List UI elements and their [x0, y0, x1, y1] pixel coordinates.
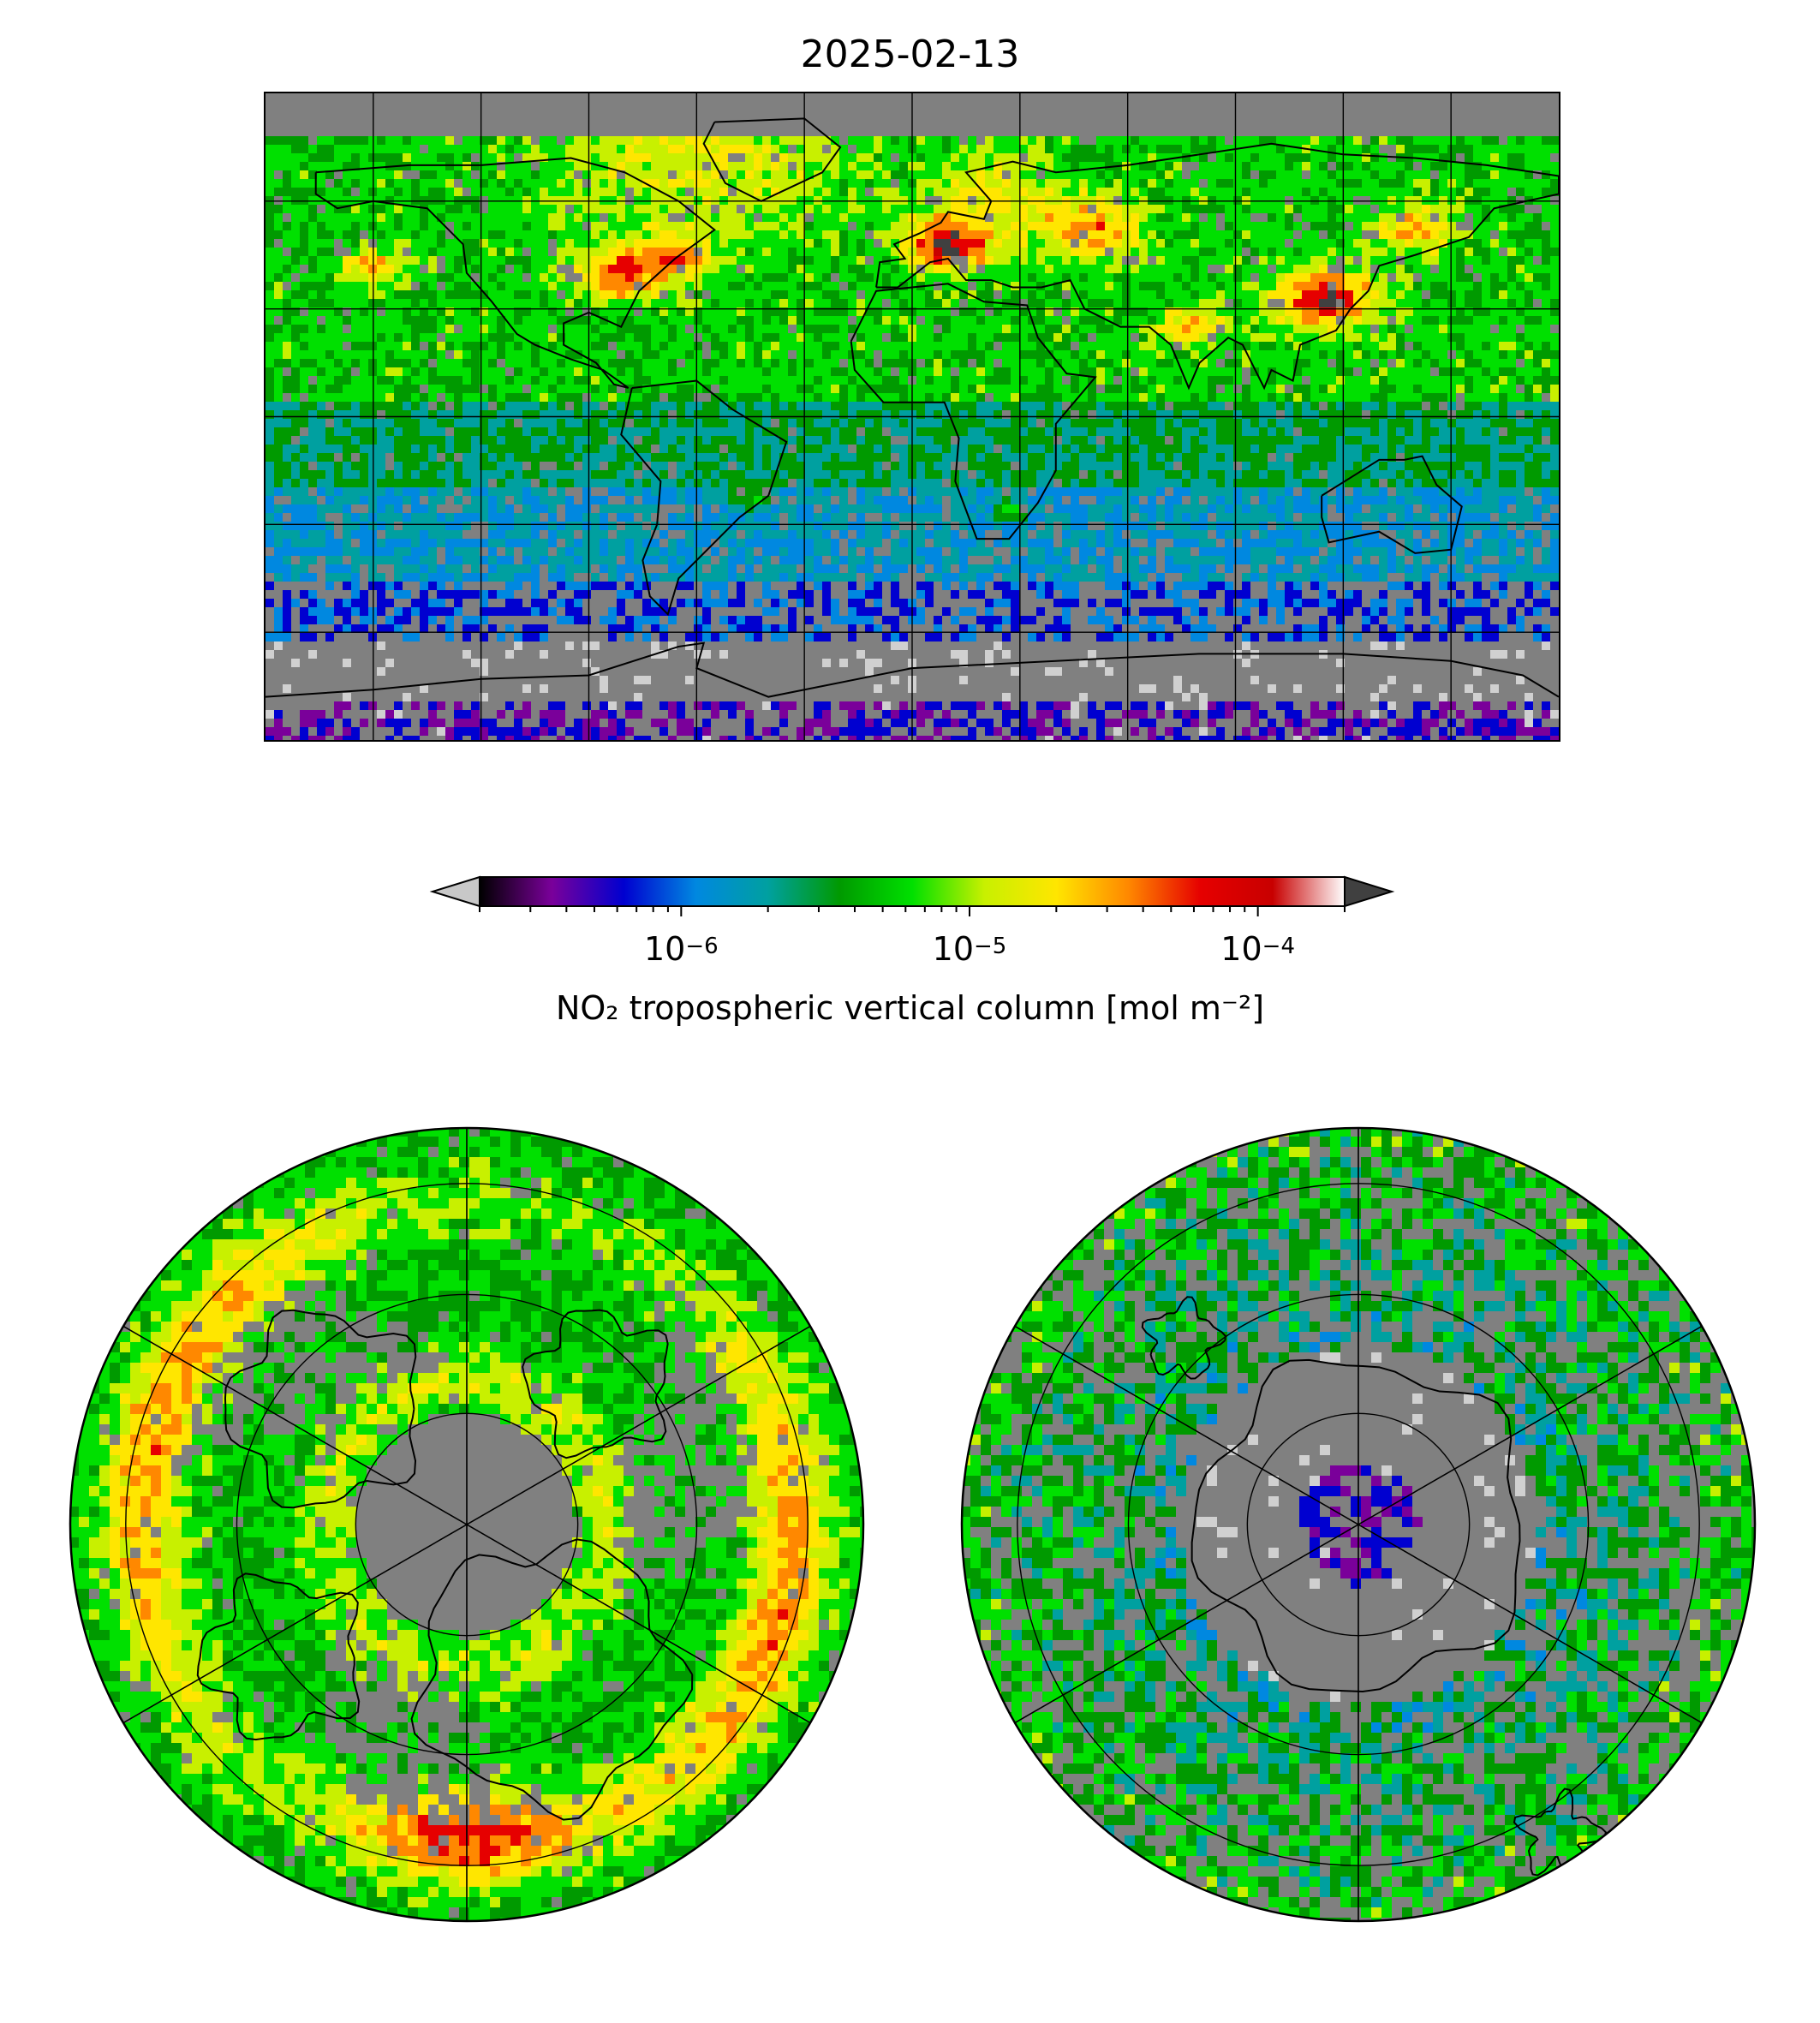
coastline-south-america [620, 379, 788, 617]
coastline-africa [850, 283, 1097, 540]
colorbar: 10−6 10−5 10−4 NO₂ tropospheric vertical c… [0, 856, 1820, 1062]
coastline-antarctica [266, 642, 1559, 698]
polar-meridian [122, 1325, 811, 1724]
north-gridlines [122, 1128, 811, 1921]
north-data-raster [70, 1128, 863, 1921]
north-coastlines [196, 1309, 694, 1821]
world-data-raster [266, 93, 1559, 740]
polar-coastline [1141, 1296, 1226, 1380]
coastline-north-america [314, 157, 716, 389]
colorbar-under-triangle [429, 875, 480, 908]
polar-coastline [224, 1309, 417, 1509]
north-polar-map [69, 1126, 865, 1923]
colorbar-tick-label: 10−5 [933, 932, 1007, 970]
polar-coastline [522, 1309, 669, 1459]
polar-meridian [1014, 1325, 1703, 1724]
colorbar-over-triangle [1344, 875, 1395, 908]
colorbar-label: NO₂ tropospheric vertical column [mol m⁻… [0, 989, 1820, 1027]
south-polar-map [960, 1126, 1757, 1923]
polar-coastline [196, 1572, 361, 1741]
colorbar-gradient [479, 876, 1346, 907]
coastline-greenland [702, 117, 842, 202]
colorbar-tick-label: 10−6 [644, 932, 719, 970]
world-gridlines [266, 93, 1559, 740]
page-title: 2025-02-13 [0, 29, 1820, 81]
south-data-raster [962, 1128, 1755, 1921]
polar-coastline [410, 1538, 694, 1821]
colorbar-ticks [479, 906, 1346, 916]
south-gridlines [1014, 1128, 1703, 1921]
polar-coastline [1190, 1358, 1521, 1692]
world-map [264, 92, 1560, 742]
colorbar-tick-label: 10−4 [1220, 932, 1295, 970]
coastline-australia [1321, 455, 1463, 554]
